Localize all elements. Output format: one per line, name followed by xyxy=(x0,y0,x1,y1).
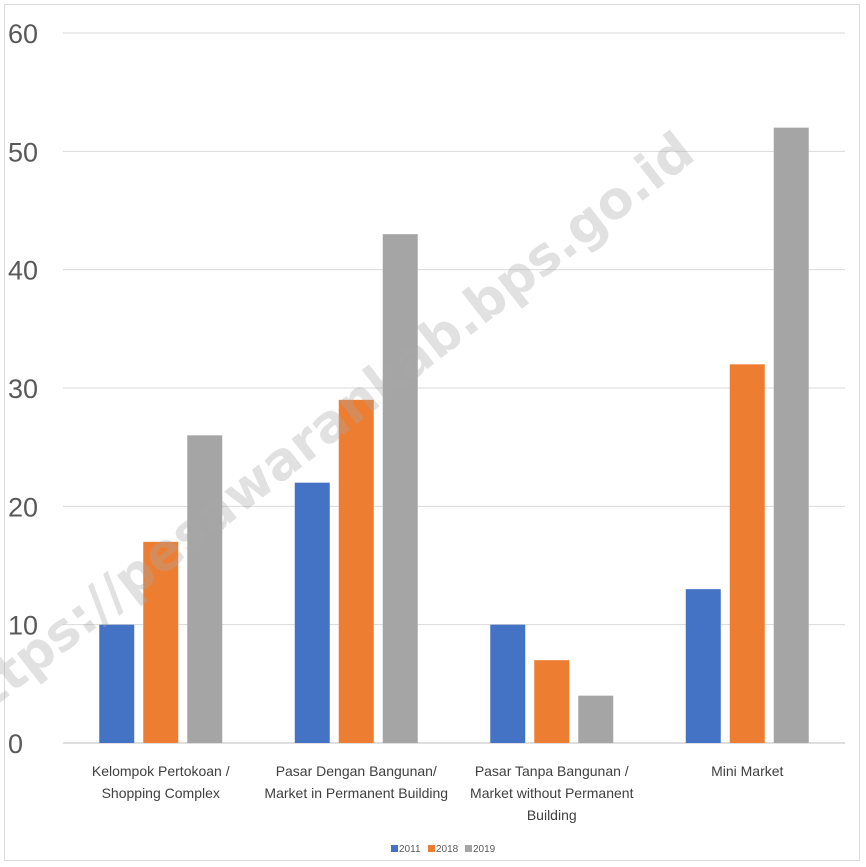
y-tick-label: 20 xyxy=(8,492,38,522)
x-axis: Kelompok Pertokoan / Shopping Complex Pasa… xyxy=(92,763,784,823)
chart-frame xyxy=(4,4,860,861)
y-tick-label: 50 xyxy=(8,137,38,167)
x-category-label: Market without Permanent xyxy=(470,785,634,801)
bars xyxy=(99,127,809,743)
x-category-label: Mini Market xyxy=(711,763,783,779)
bar-2018 xyxy=(143,541,179,743)
y-tick-label: 10 xyxy=(8,611,38,641)
x-category-label: Kelompok Pertokoan / xyxy=(92,763,230,779)
bar-2011 xyxy=(294,482,330,743)
y-tick-label: 30 xyxy=(8,374,38,404)
y-tick-label: 40 xyxy=(8,256,38,286)
y-tick-label: 60 xyxy=(8,19,38,49)
legend-label-2018: 2018 xyxy=(436,844,459,855)
bar-2011 xyxy=(685,589,721,743)
bar-2018 xyxy=(534,660,570,743)
legend-swatch-2011 xyxy=(391,845,398,852)
x-category-label: Pasar Dengan Bangunan/ xyxy=(276,763,437,779)
bar-2019 xyxy=(382,234,418,743)
gridlines xyxy=(63,32,845,744)
bar-2019 xyxy=(578,695,614,743)
bar-2011 xyxy=(99,624,135,743)
bar-2011 xyxy=(490,624,526,743)
bar-2018 xyxy=(729,364,765,743)
y-axis: 0 10 20 30 40 50 60 xyxy=(8,19,38,759)
bar-2019 xyxy=(773,127,809,743)
legend-label-2019: 2019 xyxy=(473,844,496,855)
y-tick-label: 0 xyxy=(8,729,23,759)
bar-2018 xyxy=(338,399,374,743)
x-category-label: Pasar Tanpa Bangunan / xyxy=(475,763,629,779)
legend-swatch-2019 xyxy=(465,845,472,852)
legend-label-2011: 2011 xyxy=(399,844,421,855)
x-category-label: Market in Permanent Building xyxy=(264,785,448,801)
x-category-label: Building xyxy=(527,807,577,823)
bar-2019 xyxy=(187,435,223,743)
x-category-label: Shopping Complex xyxy=(102,785,220,801)
legend-swatch-2018 xyxy=(428,845,435,852)
legend: 2011 2018 2019 xyxy=(391,844,496,855)
